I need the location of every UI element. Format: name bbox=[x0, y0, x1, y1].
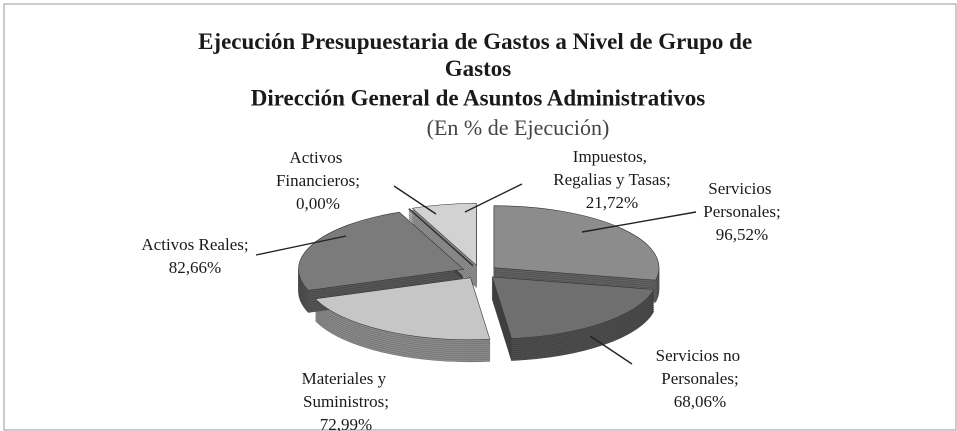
leader-line bbox=[464, 183, 523, 213]
data-label-name: Materiales y Suministros bbox=[302, 369, 391, 411]
data-label-name-line: Personales bbox=[703, 202, 776, 221]
data-label-name: Activos Reales bbox=[141, 235, 243, 254]
chart-title: Ejecución Presupuestaria de Gastos a Niv… bbox=[198, 29, 758, 81]
chart-title-line: Ejecución Presupuestaria de Gastos a Niv… bbox=[198, 29, 758, 54]
data-label-value: 72,99% bbox=[320, 415, 372, 431]
leader-line bbox=[255, 235, 347, 256]
slice bbox=[411, 203, 477, 267]
leader-line bbox=[589, 335, 633, 365]
data-label-separator: ; bbox=[734, 369, 739, 388]
slice bbox=[298, 211, 465, 291]
data-label-value: 68,06% bbox=[674, 392, 726, 411]
data-label-name-line: Personales bbox=[661, 369, 734, 388]
data-label-name: Impuestos, Regalias y Tasas bbox=[553, 147, 666, 189]
data-label-name-line: Regalias y Tasas bbox=[553, 170, 666, 189]
data-label-name-line: Impuestos, bbox=[573, 147, 651, 166]
data-label-name-line: Materiales y bbox=[302, 369, 391, 388]
chart-title-line: Gastos bbox=[445, 56, 512, 81]
chart-border bbox=[3, 3, 957, 431]
data-label-value: 82,66% bbox=[169, 258, 221, 277]
slice bbox=[493, 205, 660, 281]
data-label-name: Servicios Personales bbox=[703, 179, 776, 221]
data-label-name-line: Activos Reales bbox=[141, 235, 243, 254]
data-label-value: 96,52% bbox=[716, 225, 768, 244]
data-label-separator: ; bbox=[244, 235, 249, 254]
data-label-separator: ; bbox=[384, 392, 389, 411]
data-label-separator: ; bbox=[776, 202, 781, 221]
data-label-separator: ; bbox=[355, 171, 360, 190]
slice bbox=[491, 276, 655, 339]
leader-line bbox=[393, 185, 437, 215]
data-label-name-line: Financieros bbox=[276, 171, 355, 190]
data-label-name: Servicios no Personales bbox=[656, 346, 745, 388]
chart-note: (En % de Ejecución) bbox=[427, 115, 610, 140]
data-label-separator: ; bbox=[666, 170, 671, 189]
leader-line bbox=[581, 211, 697, 233]
slice bbox=[314, 277, 491, 341]
data-label-value: 21,72% bbox=[586, 193, 638, 212]
data-label-name: Activos Financieros bbox=[276, 148, 355, 190]
data-label-name-line: Suministros bbox=[303, 392, 384, 411]
data-label-name-line: Servicios bbox=[708, 179, 776, 198]
data-label-name-line: Servicios no bbox=[656, 346, 745, 365]
chart-subtitle: Dirección General de Asuntos Administrat… bbox=[251, 85, 706, 110]
data-label-value: 0,00% bbox=[296, 194, 340, 213]
data-label-name-line: Activos bbox=[289, 148, 346, 167]
